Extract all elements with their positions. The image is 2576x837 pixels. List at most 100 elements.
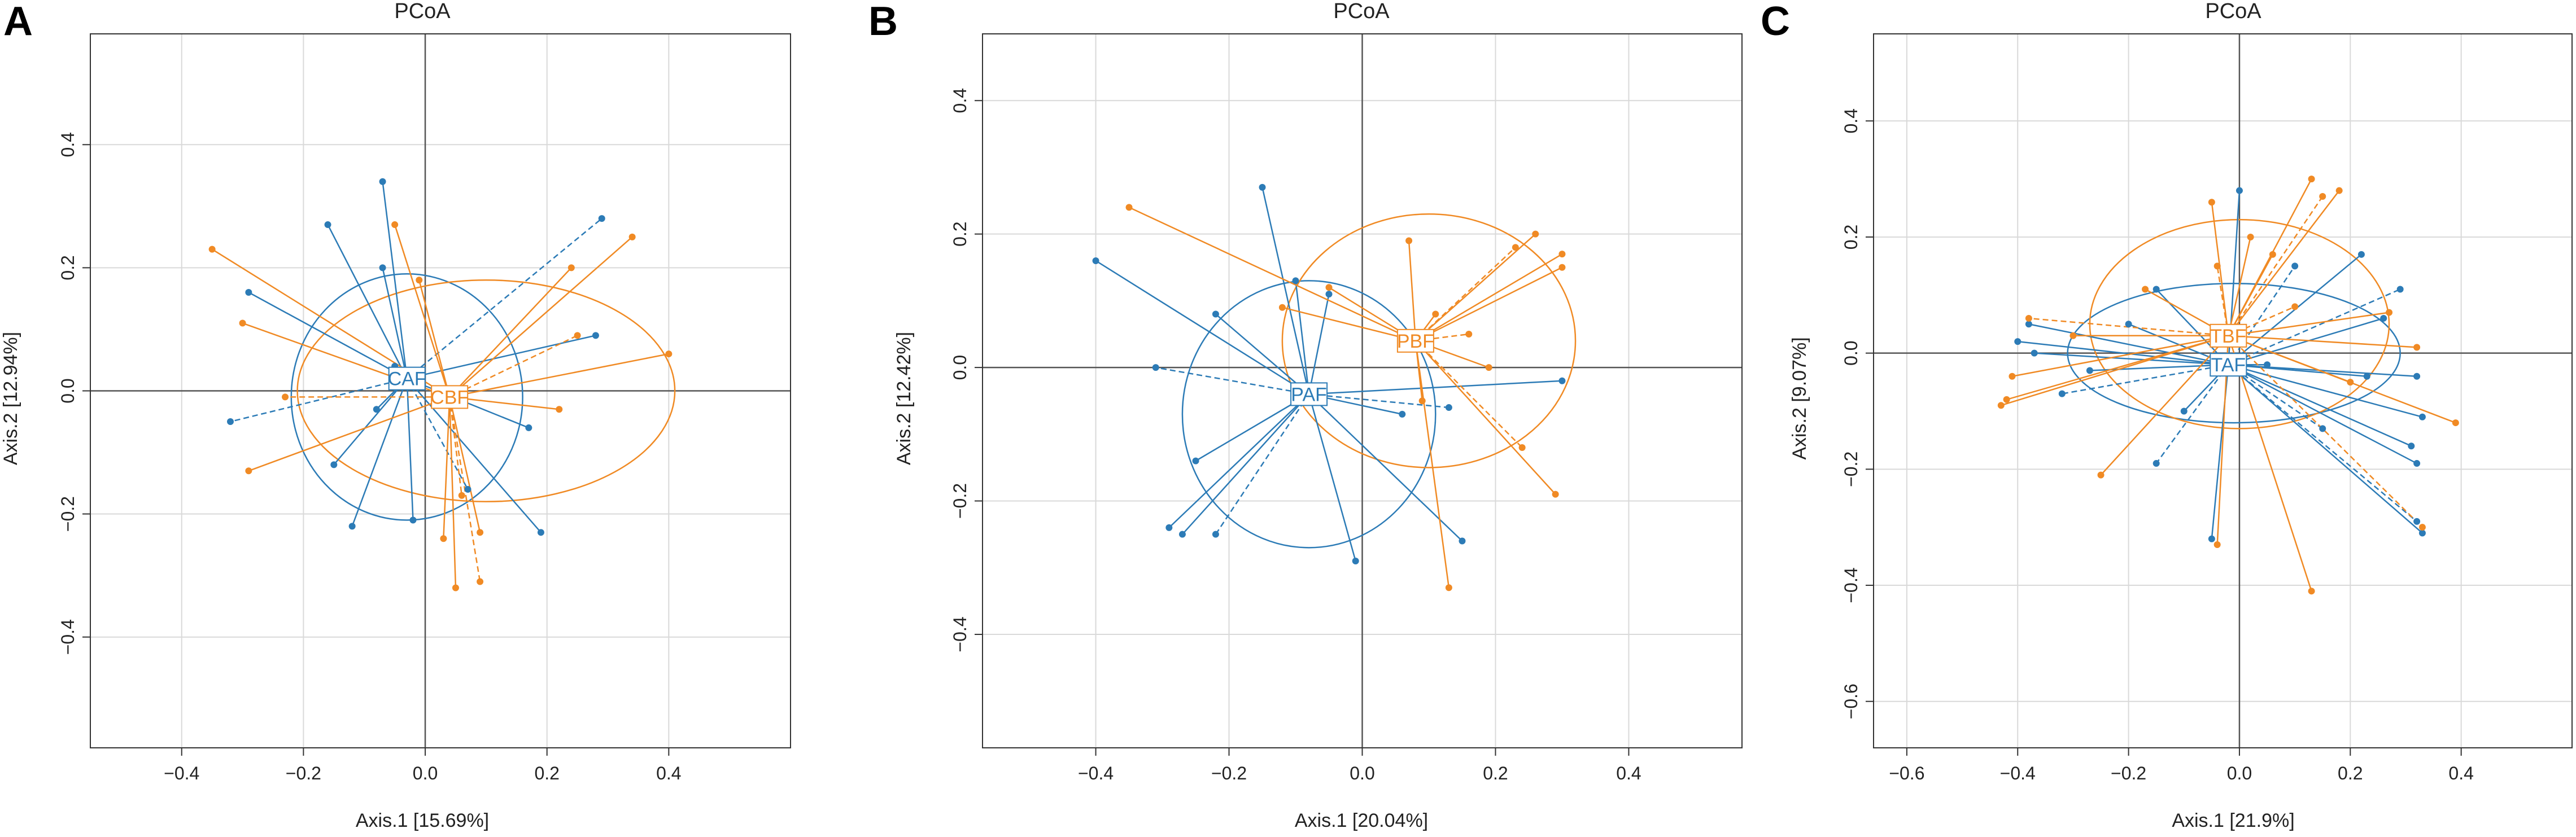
panel-b-point-paf bbox=[1459, 537, 1466, 545]
panel-c-spoke-taf bbox=[2228, 317, 2384, 366]
panel-c-spoke-taf bbox=[2228, 364, 2423, 534]
panel-c-y-tick-label: 0.4 bbox=[1841, 108, 1861, 133]
panel-c-spoke-tbf bbox=[2006, 335, 2229, 401]
panel-b-spoke-paf bbox=[1155, 366, 1309, 395]
panel-a-point-cbf bbox=[245, 467, 252, 475]
panel-b-spoke-pbf bbox=[1414, 340, 1556, 495]
panel-c-point-tbf bbox=[2308, 176, 2315, 183]
panel-c-spoke-taf bbox=[2228, 364, 2417, 522]
panel-c-y-tick-label: 0.2 bbox=[1841, 225, 1861, 249]
panel-c-grid bbox=[1874, 34, 2572, 748]
panel-c-point-taf bbox=[2153, 286, 2160, 293]
panel-a-point-caf bbox=[525, 424, 532, 431]
panel-c-x-tick-label: 0.4 bbox=[2448, 763, 2473, 783]
panel-c-spoke-taf bbox=[2228, 288, 2401, 366]
panel-b-spoke-paf bbox=[1195, 393, 1309, 462]
panel-b-point-paf bbox=[1092, 257, 1099, 264]
panel-b-y-tick-label: −0.2 bbox=[950, 483, 970, 519]
panel-c-point-taf bbox=[2264, 361, 2271, 369]
panel-a-point-caf bbox=[464, 485, 471, 493]
panel-a-point-caf bbox=[409, 516, 417, 524]
panel-b-point-pbf bbox=[1485, 364, 1492, 371]
panel-a-spoke-caf bbox=[406, 378, 542, 533]
panel-c-point-tbf bbox=[2386, 309, 2393, 316]
panel-a-x-axis-label: Axis.1 [15.69%] bbox=[356, 810, 489, 831]
panel-b-point-paf bbox=[1212, 531, 1219, 538]
panel-b-letter: B bbox=[868, 0, 898, 44]
panel-b-spoke-pbf bbox=[1282, 306, 1416, 342]
panel-a-letter: A bbox=[3, 0, 33, 44]
panel-c-y-tick-label: 0.0 bbox=[1841, 340, 1861, 365]
panel-a-y-tick-label: 0.2 bbox=[58, 255, 78, 280]
panel-a-point-cbf bbox=[567, 264, 575, 271]
panel-b-point-pbf bbox=[1278, 304, 1286, 311]
panel-b-centroid-label-pbf: PBF bbox=[1397, 331, 1434, 352]
panel-a-spoke-caf bbox=[407, 335, 596, 379]
panel-a-point-cbf bbox=[282, 393, 289, 401]
panel-a-ticks: −0.4 −0.2 0.0 0.2 0.4 −0.4 −0.2 0.0 0.2 0.4 bbox=[58, 132, 682, 783]
panel-c-point-taf bbox=[2413, 518, 2421, 525]
panel-b-ellipse-pbf bbox=[1281, 213, 1577, 468]
panel-a-point-caf bbox=[227, 418, 234, 426]
panel-c-x-axis-label: Axis.1 [21.9%] bbox=[2172, 810, 2294, 831]
panel-c-spoke-taf bbox=[2228, 363, 2417, 378]
panel-a-spoke-caf bbox=[351, 378, 408, 527]
panel-b-plot-frame bbox=[982, 33, 1743, 748]
panel-b-spoke-paf bbox=[1168, 393, 1309, 528]
panel-c-point-tbf bbox=[2208, 199, 2215, 206]
panel-a-point-caf bbox=[592, 332, 599, 339]
panel-b-y-tick-label: 0.2 bbox=[950, 221, 970, 246]
panel-c-point-taf bbox=[2357, 251, 2365, 258]
panel-b-spoke-pbf bbox=[1414, 340, 1450, 588]
panel-b-spoke-paf bbox=[1309, 380, 1562, 395]
panel-a-point-cbf bbox=[574, 332, 581, 339]
panel-a-title: PCoA bbox=[394, 0, 451, 23]
panel-a-point-cbf bbox=[628, 233, 636, 240]
panel-a-spoke-cbf bbox=[443, 397, 451, 539]
panel-c-point-tbf bbox=[2247, 233, 2254, 240]
panel-b-point-pbf bbox=[1518, 444, 1526, 451]
panel-b-point-pbf bbox=[1532, 230, 1539, 238]
panel-b-point-paf bbox=[1399, 410, 1406, 418]
panel-a-spoke-caf bbox=[248, 291, 408, 379]
panel-b-spoke-paf bbox=[1182, 393, 1310, 535]
panel-c-x-tick-label: −0.4 bbox=[2000, 763, 2036, 783]
panel-b-centroid-label-paf: PAF bbox=[1291, 384, 1327, 405]
panel-c-point-tbf bbox=[1997, 402, 2005, 409]
panel-b-centroid-labels: PAF PBF bbox=[1290, 328, 1434, 406]
panel-a-y-tick-label: 0.0 bbox=[58, 378, 78, 403]
panel-b-point-paf bbox=[1178, 531, 1186, 538]
panel-b-spoke-paf bbox=[1308, 394, 1356, 562]
panel-c-letter: C bbox=[1761, 0, 1790, 44]
panel-a-point-caf bbox=[537, 529, 544, 536]
panel-b-spoke-paf bbox=[1261, 187, 1310, 395]
panel-c-point-tbf bbox=[2003, 396, 2010, 403]
panel-a-spoke-caf bbox=[382, 268, 408, 379]
panel-c-spoke-tbf bbox=[2228, 312, 2390, 337]
panel-c-point-tbf bbox=[2142, 286, 2149, 293]
panel-b: B PCoA Axis.1 [20.04%] Axis.2 [12.42%] P… bbox=[868, 0, 1743, 831]
panel-c-spoke-taf bbox=[2018, 340, 2229, 366]
panel-a-y-tick-label: −0.2 bbox=[58, 496, 78, 532]
panel-a-y-tick-label: −0.4 bbox=[58, 619, 78, 655]
panel-c-y-tick-label: −0.6 bbox=[1841, 683, 1861, 719]
panel-b-ellipses bbox=[1181, 213, 1577, 549]
panel-a-centroid-label-cbf: CBF bbox=[430, 387, 469, 408]
panel-c-x-tick-label: 0.2 bbox=[2338, 763, 2363, 783]
panel-c-spoke-tbf bbox=[2100, 335, 2229, 476]
panel-c-spoke-tbf bbox=[2228, 236, 2251, 336]
panel-c-point-taf bbox=[2180, 407, 2188, 415]
panel-a-y-axis-label: Axis.2 [12.94%] bbox=[0, 332, 21, 465]
panel-a-centroid-box-caf bbox=[388, 366, 426, 391]
panel-c-spoke-tbf bbox=[2228, 335, 2417, 348]
panel-c-spoke-tbf bbox=[2012, 335, 2229, 378]
panel-a-spoke-cbf bbox=[418, 279, 451, 397]
panel-a-spoke-caf bbox=[406, 218, 602, 379]
panel-b-x-tick-label: 0.4 bbox=[1616, 763, 1641, 783]
panel-c-point-taf bbox=[2413, 460, 2421, 467]
panel-a-x-tick-label: 0.2 bbox=[534, 763, 559, 783]
panel-c-point-tbf bbox=[2319, 192, 2326, 200]
panel-c-spoke-tbf bbox=[2228, 178, 2312, 336]
